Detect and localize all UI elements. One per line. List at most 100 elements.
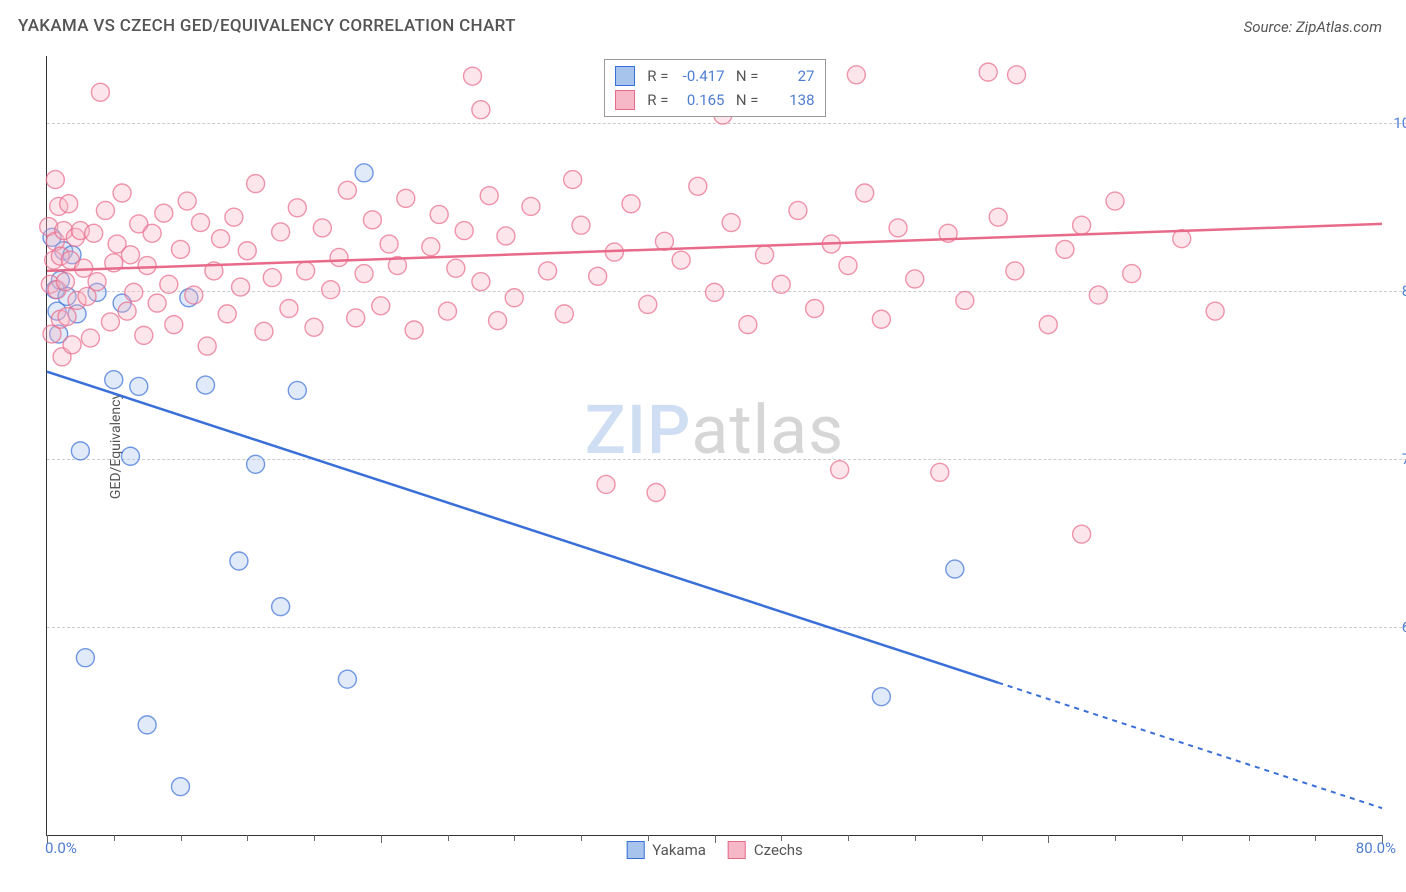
data-point [756, 246, 774, 264]
data-point [856, 184, 874, 202]
data-point [639, 295, 657, 313]
data-point [56, 273, 74, 291]
data-point [497, 227, 515, 245]
y-tick-label: 100.0% [1393, 114, 1406, 132]
data-point [539, 262, 557, 280]
data-point [956, 291, 974, 309]
data-point [906, 270, 924, 288]
data-point [831, 461, 849, 479]
data-point [372, 297, 390, 315]
data-point [255, 322, 273, 340]
data-point [225, 208, 243, 226]
data-point [143, 224, 161, 242]
trendline [47, 372, 998, 683]
data-point [472, 101, 490, 119]
data-point [555, 305, 573, 323]
legend-swatch-yakama [626, 841, 644, 859]
data-point [672, 251, 690, 269]
data-point [872, 310, 890, 328]
x-axis-min-label: 0.0% [45, 839, 77, 857]
data-point [839, 257, 857, 275]
y-tick-label: 87.5% [1402, 282, 1406, 300]
data-point [185, 286, 203, 304]
data-point [192, 214, 210, 232]
legend-swatch-czechs [615, 90, 635, 110]
data-point [230, 552, 248, 570]
y-tick-label: 75.0% [1402, 450, 1406, 468]
data-point [113, 184, 131, 202]
data-point [330, 248, 348, 266]
data-point [197, 376, 215, 394]
trendline-extrapolated [998, 683, 1382, 808]
data-point [60, 195, 78, 213]
data-point [138, 257, 156, 275]
data-point [1089, 286, 1107, 304]
data-point [430, 205, 448, 223]
data-point [405, 321, 423, 339]
data-point [422, 238, 440, 256]
data-point [305, 318, 323, 336]
data-point [85, 224, 103, 242]
data-point [288, 381, 306, 399]
legend-row-yakama: R = -0.417 N = 27 [615, 64, 815, 88]
data-point [135, 326, 153, 344]
chart-area: GED/Equivalency ZIPatlas R = -0.417 N = … [46, 56, 1382, 836]
legend-r-label: R = [641, 91, 669, 109]
data-point [148, 294, 166, 312]
source-label: Source: ZipAtlas.com [1244, 18, 1382, 36]
data-point [160, 275, 178, 293]
data-point [480, 187, 498, 205]
data-point [489, 312, 507, 330]
data-point [589, 267, 607, 285]
data-point [138, 716, 156, 734]
data-point [355, 164, 373, 182]
data-point [338, 181, 356, 199]
data-point [447, 259, 465, 277]
legend-r-value: -0.417 [675, 67, 725, 85]
data-point [380, 235, 398, 253]
data-point [338, 670, 356, 688]
data-point [63, 336, 81, 354]
legend-correlation: R = -0.417 N = 27 R = 0.165 N = 138 [604, 59, 826, 117]
data-point [232, 278, 250, 296]
data-point [165, 316, 183, 334]
data-point [647, 484, 665, 502]
data-point [946, 560, 964, 578]
data-point [355, 265, 373, 283]
data-point [931, 463, 949, 481]
data-point [247, 455, 265, 473]
data-point [1073, 525, 1091, 543]
data-point [105, 371, 123, 389]
data-point [1056, 240, 1074, 258]
y-tick-label: 62.5% [1402, 618, 1406, 636]
data-point [363, 211, 381, 229]
data-point [564, 171, 582, 189]
legend-item-czechs: Czechs [728, 841, 803, 859]
data-point [272, 598, 290, 616]
chart-title: YAKAMA VS CZECH GED/EQUIVALENCY CORRELAT… [18, 16, 516, 36]
data-point [71, 442, 89, 460]
data-point [347, 309, 365, 327]
data-point [464, 67, 482, 85]
data-point [96, 201, 114, 219]
legend-label: Yakama [652, 841, 706, 859]
data-point [455, 222, 473, 240]
data-point [88, 273, 106, 291]
data-point [178, 192, 196, 210]
data-point [272, 223, 290, 241]
data-point [1106, 192, 1124, 210]
data-point [655, 232, 673, 250]
data-point [572, 216, 590, 234]
legend-n-label: N = [731, 91, 759, 109]
data-point [313, 219, 331, 237]
data-point [739, 316, 757, 334]
data-point [297, 262, 315, 280]
data-point [597, 475, 615, 493]
data-point [1039, 316, 1057, 334]
legend-r-label: R = [641, 67, 669, 85]
data-point [397, 189, 415, 207]
data-point [288, 199, 306, 217]
data-point [622, 195, 640, 213]
data-point [772, 275, 790, 293]
legend-label: Czechs [754, 841, 803, 859]
